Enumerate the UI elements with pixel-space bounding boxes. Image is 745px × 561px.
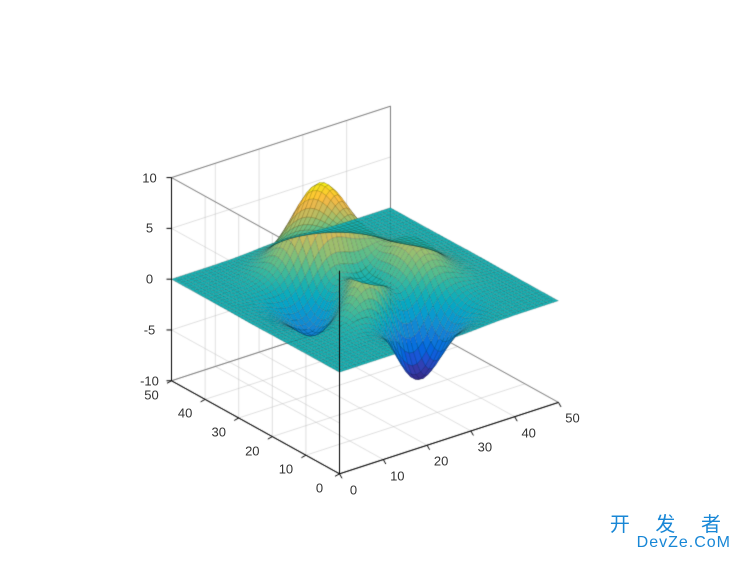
surface-canvas bbox=[0, 0, 745, 561]
watermark-line2: DevZe.CoM bbox=[610, 535, 731, 551]
axis-tick-label: 10 bbox=[390, 468, 404, 483]
axis-tick-label: 40 bbox=[521, 425, 535, 440]
watermark: 开 发 者 DevZe.CoM bbox=[610, 515, 731, 551]
surface-chart: 0102030405001020304050-10-50510 开 发 者 De… bbox=[0, 0, 745, 561]
axis-tick-label: 40 bbox=[178, 406, 192, 421]
axis-tick-label: 20 bbox=[245, 443, 259, 458]
axis-tick-label: 0 bbox=[350, 482, 357, 497]
axis-tick-label: 30 bbox=[211, 424, 225, 439]
axis-tick-label: 30 bbox=[478, 439, 492, 454]
axis-tick-label: 50 bbox=[565, 411, 579, 426]
axis-tick-label: 0 bbox=[146, 272, 153, 287]
axis-tick-label: 5 bbox=[146, 221, 153, 236]
axis-tick-label: 0 bbox=[316, 480, 323, 495]
axis-tick-label: -5 bbox=[144, 322, 156, 337]
axis-tick-label: 50 bbox=[144, 387, 158, 402]
axis-tick-label: 10 bbox=[279, 462, 293, 477]
axis-tick-label: 20 bbox=[434, 454, 448, 469]
axis-tick-label: -10 bbox=[140, 373, 159, 388]
watermark-line1: 开 发 者 bbox=[610, 515, 731, 535]
axis-tick-label: 10 bbox=[142, 170, 156, 185]
